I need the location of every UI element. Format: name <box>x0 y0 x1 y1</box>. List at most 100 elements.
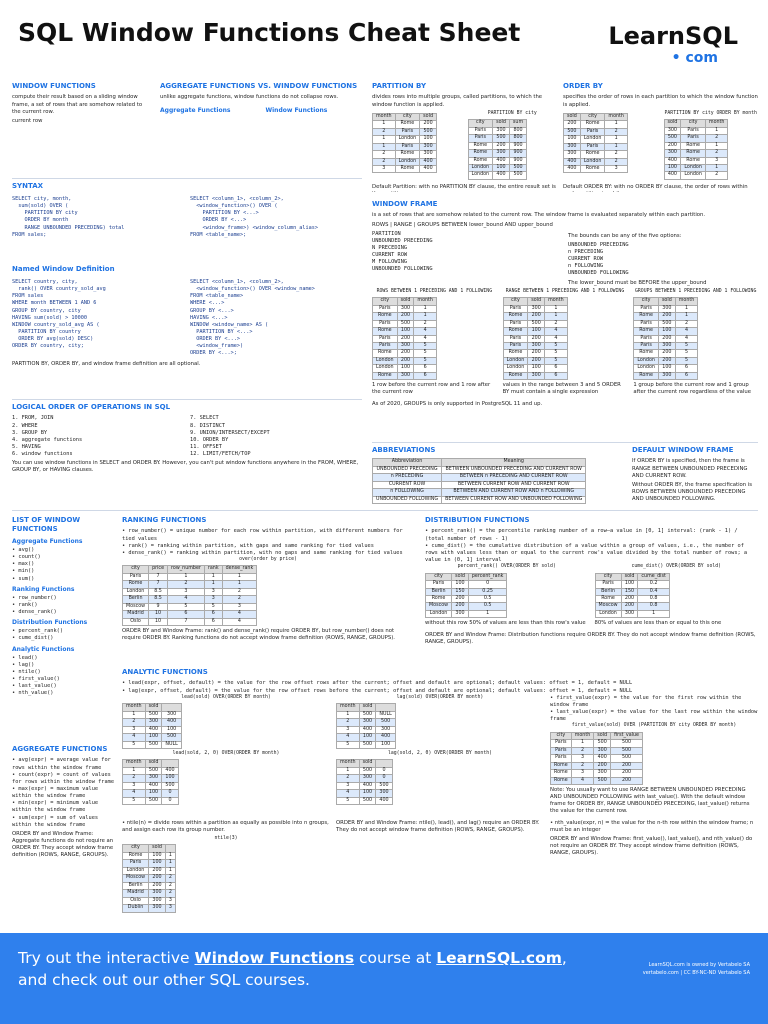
table: Abbreviation Meaning UNBOUNDED PRECEDING BE… <box>372 458 587 505</box>
header-cell: rank <box>203 565 223 574</box>
list-item: 2. WHERE <box>12 422 38 429</box>
cell: 2 <box>167 580 205 589</box>
cell: 900 <box>508 141 528 151</box>
header-row: sold city month <box>563 112 628 122</box>
cell: 0.5 <box>467 594 508 604</box>
table: city sold month Paris 300 1 Rome 200 1 Paris 500 2 R… <box>372 297 437 381</box>
header-cell: sold <box>144 759 163 768</box>
cell: 4 <box>544 327 568 336</box>
cell: 400 <box>492 156 510 166</box>
cell: 1 <box>704 141 729 151</box>
table: city sold month Paris 300 1 Rome 200 1 Paris 500 2 R… <box>502 297 568 381</box>
list-item: • nth_value() <box>12 690 54 697</box>
cell: Paris <box>633 341 659 351</box>
row: Paris 200 4 <box>502 334 568 344</box>
cell: Oslo <box>122 896 150 906</box>
list: • first_value(expr) = the value for the … <box>550 695 758 724</box>
cell: CURRENT ROW <box>372 480 443 490</box>
code-line: FROM sales; <box>12 231 47 238</box>
cell: 500 <box>375 718 396 727</box>
cell: 3 <box>336 781 360 791</box>
row: Oslo 10 7 6 4 <box>122 617 258 627</box>
cell: 5 <box>674 341 699 351</box>
columns: SELECT city, month, sum(sold) OVER ( PAR… <box>12 194 362 240</box>
cell: 5 <box>203 602 223 612</box>
paragraph: values in the range between 3 and 5 ORDE… <box>502 382 621 396</box>
cell: Rome <box>550 769 572 778</box>
row: UNBOUNDED FOLLOWING BETWEEN CURRENT ROW A… <box>372 495 587 505</box>
code-line: ORDER BY <...>; <box>190 349 237 356</box>
cell: London <box>467 163 494 173</box>
cell: n FOLLOWING <box>372 488 443 497</box>
cell: 200 <box>451 602 469 611</box>
cell: 1 <box>336 710 360 720</box>
cell: 200 <box>620 594 639 604</box>
cell: 500 <box>508 171 528 180</box>
cell: 300 <box>396 371 415 381</box>
cell: Berlin <box>122 595 150 604</box>
link[interactable]: Window Functions <box>194 949 355 967</box>
header-cell <box>375 759 393 768</box>
list: • percent_rank() = the percentile rankin… <box>425 528 758 564</box>
code-line: HAVING sum(sold) > 10000 <box>12 314 87 321</box>
columns: • ntile(n) = divide rows within a partit… <box>122 818 758 915</box>
row: Paris 500 2 <box>502 319 568 329</box>
cell: Rome <box>372 371 398 381</box>
list-item: • min(expr) = minimum value within the w… <box>12 800 99 814</box>
cell: Paris <box>502 341 529 351</box>
list-item: 3. GROUP BY <box>12 429 48 436</box>
cell: 2 <box>336 774 360 783</box>
column: SELECT country, city, rank() OVER countr… <box>12 277 184 358</box>
row: 500 Paris 2 <box>563 127 628 137</box>
code-line: PARTITION BY city <box>12 210 78 217</box>
table-caption: ROWS BETWEEN 1 PRECEDING AND 1 FOLLOWING <box>376 288 493 294</box>
header-cell: city <box>425 572 453 582</box>
table: city sold month Paris 300 1 Rome 200 1 Paris 500 2 R… <box>633 297 699 381</box>
cell: 300 <box>593 769 612 778</box>
cell: 4 <box>413 327 437 336</box>
cell: 500 <box>657 319 676 329</box>
row: Rome 300 6 <box>372 371 437 381</box>
cell: 900 <box>508 149 528 158</box>
table-wrap: ROWS BETWEEN 1 PRECEDING AND 1 FOLLOWING… <box>372 289 497 381</box>
cell: 7 <box>148 572 169 582</box>
cell: 4 <box>674 327 699 336</box>
row: Rome 400 900 <box>467 156 528 166</box>
divider <box>12 178 362 179</box>
cell: 100 <box>396 364 415 373</box>
cell: 300 <box>527 341 546 351</box>
cell: 200 <box>451 594 469 604</box>
row: Madrid 300 2 <box>122 889 176 898</box>
code-line: SELECT <column_1>, <column_2>, <box>190 196 284 203</box>
cell: 300 <box>396 304 415 314</box>
list-item: N PRECEDING <box>372 245 408 251</box>
header-cell: sold <box>451 572 469 582</box>
table-wrap: RANGE BETWEEN 1 PRECEDING AND 1 FOLLOWIN… <box>502 289 628 381</box>
cell: 500 <box>593 739 612 748</box>
cell: London <box>594 609 622 619</box>
cell: 200 <box>657 356 676 366</box>
row: CURRENT ROW BETWEEN CURRENT ROW AND CURRE… <box>372 480 587 490</box>
row: Moscow 200 2 <box>122 874 176 883</box>
cell: 1 <box>336 766 360 776</box>
code-block: SELECT <column_1>, <column_2>, <window_f… <box>190 279 362 356</box>
divider <box>372 442 758 443</box>
cell: Rome <box>502 349 529 358</box>
table-caption: GROUPS BETWEEN 1 PRECEDING AND 1 FOLLOWI… <box>635 288 757 294</box>
subheading: Distribution Functions <box>12 619 88 627</box>
cell: UNBOUNDED PRECEDING <box>372 465 443 475</box>
cell: Rome <box>680 156 706 166</box>
header-cell: Abbreviation <box>372 458 443 467</box>
cell: 500 <box>492 134 510 143</box>
paragraph: ORDER BY and Window Frame: first_value()… <box>550 835 753 857</box>
cell: 300 <box>492 126 510 136</box>
cell: 2 <box>164 874 176 883</box>
cell: Berlin <box>594 587 622 597</box>
link[interactable]: LearnSQL.com <box>436 949 562 967</box>
cell: 5 <box>544 341 568 351</box>
cell: 1 <box>544 312 568 321</box>
cell: 5 <box>674 349 699 358</box>
list: 1. FROM, JOIN 2. WHERE 3. GROUP BY 4. aggre… <box>12 415 184 458</box>
row: Paris 300 1 <box>372 304 437 314</box>
code-line: ORDER BY country, city; <box>12 342 84 349</box>
